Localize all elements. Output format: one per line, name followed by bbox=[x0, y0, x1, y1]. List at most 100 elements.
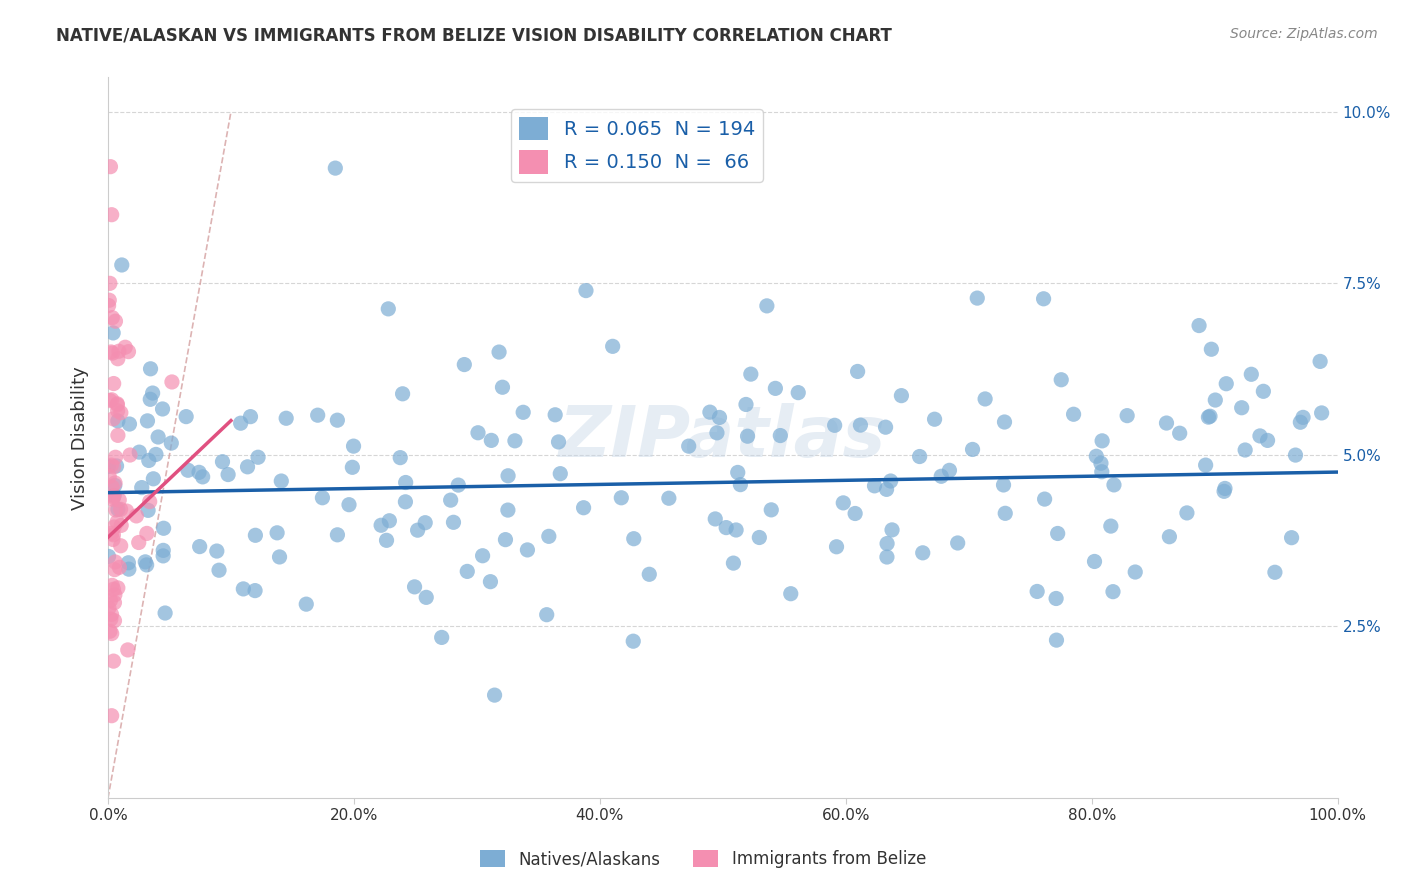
Immigrants from Belize bbox=[100, 708, 122, 723]
Natives/Alaskans bbox=[101, 326, 124, 340]
Natives/Alaskans bbox=[993, 478, 1015, 492]
Immigrants from Belize bbox=[110, 539, 132, 553]
Natives/Alaskans bbox=[326, 528, 349, 542]
Natives/Alaskans bbox=[1230, 401, 1253, 415]
Natives/Alaskans bbox=[516, 543, 538, 558]
Natives/Alaskans bbox=[1213, 482, 1236, 496]
Immigrants from Belize bbox=[101, 310, 124, 325]
Immigrants from Belize bbox=[105, 397, 128, 411]
Immigrants from Belize bbox=[98, 624, 121, 639]
Natives/Alaskans bbox=[1234, 442, 1257, 457]
Natives/Alaskans bbox=[337, 498, 360, 512]
Natives/Alaskans bbox=[395, 475, 418, 490]
Immigrants from Belize bbox=[103, 596, 125, 610]
Immigrants from Belize bbox=[108, 344, 131, 359]
Immigrants from Belize bbox=[107, 581, 129, 595]
Immigrants from Belize bbox=[101, 526, 124, 541]
Natives/Alaskans bbox=[1102, 478, 1125, 492]
Natives/Alaskans bbox=[512, 405, 534, 419]
Immigrants from Belize bbox=[105, 398, 128, 412]
Natives/Alaskans bbox=[370, 518, 392, 533]
Natives/Alaskans bbox=[152, 543, 174, 558]
Natives/Alaskans bbox=[876, 483, 898, 497]
Immigrants from Belize bbox=[100, 593, 122, 607]
Immigrants from Belize bbox=[104, 314, 127, 328]
Immigrants from Belize bbox=[104, 588, 127, 602]
Natives/Alaskans bbox=[1050, 373, 1073, 387]
Natives/Alaskans bbox=[139, 392, 162, 407]
Natives/Alaskans bbox=[136, 414, 159, 428]
Natives/Alaskans bbox=[217, 467, 239, 482]
Natives/Alaskans bbox=[1091, 434, 1114, 448]
Immigrants from Belize bbox=[103, 654, 125, 668]
Natives/Alaskans bbox=[243, 583, 266, 598]
Natives/Alaskans bbox=[479, 574, 502, 589]
Immigrants from Belize bbox=[108, 560, 131, 574]
Natives/Alaskans bbox=[880, 523, 903, 537]
Natives/Alaskans bbox=[1156, 416, 1178, 430]
Natives/Alaskans bbox=[737, 429, 759, 443]
Natives/Alaskans bbox=[769, 428, 792, 442]
Natives/Alaskans bbox=[761, 503, 783, 517]
Natives/Alaskans bbox=[97, 459, 120, 474]
Natives/Alaskans bbox=[276, 411, 298, 425]
Natives/Alaskans bbox=[456, 565, 478, 579]
Natives/Alaskans bbox=[1045, 591, 1067, 606]
Immigrants from Belize bbox=[100, 160, 122, 174]
Immigrants from Belize bbox=[104, 555, 127, 569]
Natives/Alaskans bbox=[1045, 633, 1067, 648]
Natives/Alaskans bbox=[105, 458, 128, 473]
Natives/Alaskans bbox=[295, 597, 318, 611]
Natives/Alaskans bbox=[1194, 458, 1216, 472]
Natives/Alaskans bbox=[714, 520, 737, 534]
Immigrants from Belize bbox=[104, 450, 127, 465]
Natives/Alaskans bbox=[488, 345, 510, 359]
Natives/Alaskans bbox=[1257, 434, 1279, 448]
Natives/Alaskans bbox=[994, 506, 1017, 520]
Immigrants from Belize bbox=[97, 601, 120, 615]
Natives/Alaskans bbox=[1199, 409, 1222, 424]
Natives/Alaskans bbox=[832, 496, 855, 510]
Natives/Alaskans bbox=[245, 528, 267, 542]
Natives/Alaskans bbox=[494, 533, 516, 547]
Immigrants from Belize bbox=[103, 412, 125, 426]
Immigrants from Belize bbox=[103, 520, 125, 534]
Immigrants from Belize bbox=[125, 508, 148, 523]
Natives/Alaskans bbox=[142, 386, 165, 401]
Natives/Alaskans bbox=[270, 474, 292, 488]
Natives/Alaskans bbox=[160, 436, 183, 450]
Natives/Alaskans bbox=[188, 466, 211, 480]
Natives/Alaskans bbox=[1091, 465, 1114, 479]
Natives/Alaskans bbox=[188, 540, 211, 554]
Immigrants from Belize bbox=[115, 504, 138, 518]
Natives/Alaskans bbox=[876, 536, 898, 550]
Natives/Alaskans bbox=[547, 434, 569, 449]
Natives/Alaskans bbox=[453, 358, 475, 372]
Natives/Alaskans bbox=[755, 299, 778, 313]
Natives/Alaskans bbox=[1213, 484, 1236, 499]
Natives/Alaskans bbox=[377, 301, 399, 316]
Natives/Alaskans bbox=[875, 420, 897, 434]
Immigrants from Belize bbox=[107, 403, 129, 417]
Immigrants from Belize bbox=[100, 392, 122, 407]
Natives/Alaskans bbox=[103, 488, 125, 502]
Natives/Alaskans bbox=[152, 401, 174, 416]
Text: Source: ZipAtlas.com: Source: ZipAtlas.com bbox=[1230, 27, 1378, 41]
Natives/Alaskans bbox=[1289, 415, 1312, 429]
Natives/Alaskans bbox=[1116, 409, 1139, 423]
Natives/Alaskans bbox=[1201, 343, 1223, 357]
Natives/Alaskans bbox=[1085, 450, 1108, 464]
Natives/Alaskans bbox=[725, 523, 748, 537]
Natives/Alaskans bbox=[709, 410, 731, 425]
Natives/Alaskans bbox=[1168, 426, 1191, 441]
Natives/Alaskans bbox=[131, 481, 153, 495]
Natives/Alaskans bbox=[678, 439, 700, 453]
Immigrants from Belize bbox=[103, 489, 125, 503]
Natives/Alaskans bbox=[536, 607, 558, 622]
Natives/Alaskans bbox=[135, 558, 157, 572]
Immigrants from Belize bbox=[160, 375, 183, 389]
Natives/Alaskans bbox=[1310, 406, 1333, 420]
Natives/Alaskans bbox=[389, 450, 412, 465]
Natives/Alaskans bbox=[191, 470, 214, 484]
Natives/Alaskans bbox=[740, 367, 762, 381]
